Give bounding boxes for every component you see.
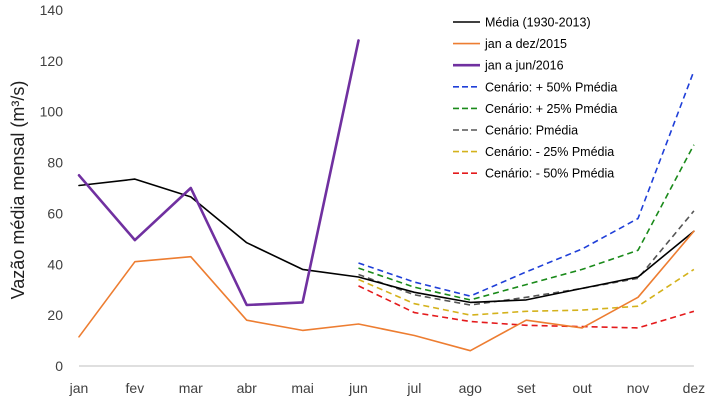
x-tick-label: nov — [627, 380, 650, 396]
legend-label: Cenário: - 25% Pmédia — [485, 145, 614, 159]
x-tick-label: mai — [291, 380, 314, 396]
legend-label: Cenário: - 50% Pmédia — [485, 167, 614, 181]
chart-legend: Média (1930-2013) jan a dez/2015 jan a jun… — [453, 16, 617, 181]
series-line — [358, 144, 695, 301]
x-axis-ticks: jan fev mar abr mai jun jul ago set out nov dez — [69, 380, 706, 396]
series-line — [358, 70, 695, 297]
legend-label: Média (1930-2013) — [485, 16, 591, 30]
y-axis-ticks: 0 20 40 60 80 100 120 140 — [40, 2, 64, 374]
y-tick-label: 20 — [47, 307, 63, 323]
legend-label: Cenário: + 25% Pmédia — [485, 102, 617, 116]
series-layer — [77, 39, 695, 352]
legend-label: Cenário: + 50% Pmédia — [485, 80, 617, 94]
series-line — [358, 268, 695, 316]
x-tick-label: jun — [348, 380, 368, 396]
series-line — [78, 230, 695, 352]
x-tick-label: dez — [683, 380, 706, 396]
x-tick-label: ago — [459, 380, 483, 396]
y-tick-label: 140 — [40, 2, 64, 18]
y-tick-label: 80 — [47, 155, 63, 171]
series-line — [358, 285, 695, 329]
x-tick-label: mar — [179, 380, 203, 396]
y-axis-label: Vazão média mensal (m³/s) — [8, 81, 28, 300]
x-tick-label: abr — [237, 380, 258, 396]
y-tick-label: 60 — [47, 205, 63, 221]
x-tick-label: fev — [126, 380, 145, 396]
y-tick-label: 0 — [55, 358, 63, 374]
x-tick-label: out — [572, 380, 592, 396]
legend-label: Cenário: Pmédia — [485, 124, 578, 138]
y-tick-label: 100 — [40, 104, 64, 120]
legend-label: jan a jun/2016 — [484, 59, 564, 73]
x-tick-label: jan — [69, 380, 89, 396]
series-line — [77, 39, 360, 307]
series-line — [358, 210, 695, 306]
legend-label: jan a dez/2015 — [484, 37, 567, 51]
series-line — [78, 178, 695, 304]
y-tick-label: 40 — [47, 256, 63, 272]
x-tick-label: jul — [406, 380, 421, 396]
x-tick-label: set — [517, 380, 536, 396]
y-tick-label: 120 — [40, 53, 64, 69]
